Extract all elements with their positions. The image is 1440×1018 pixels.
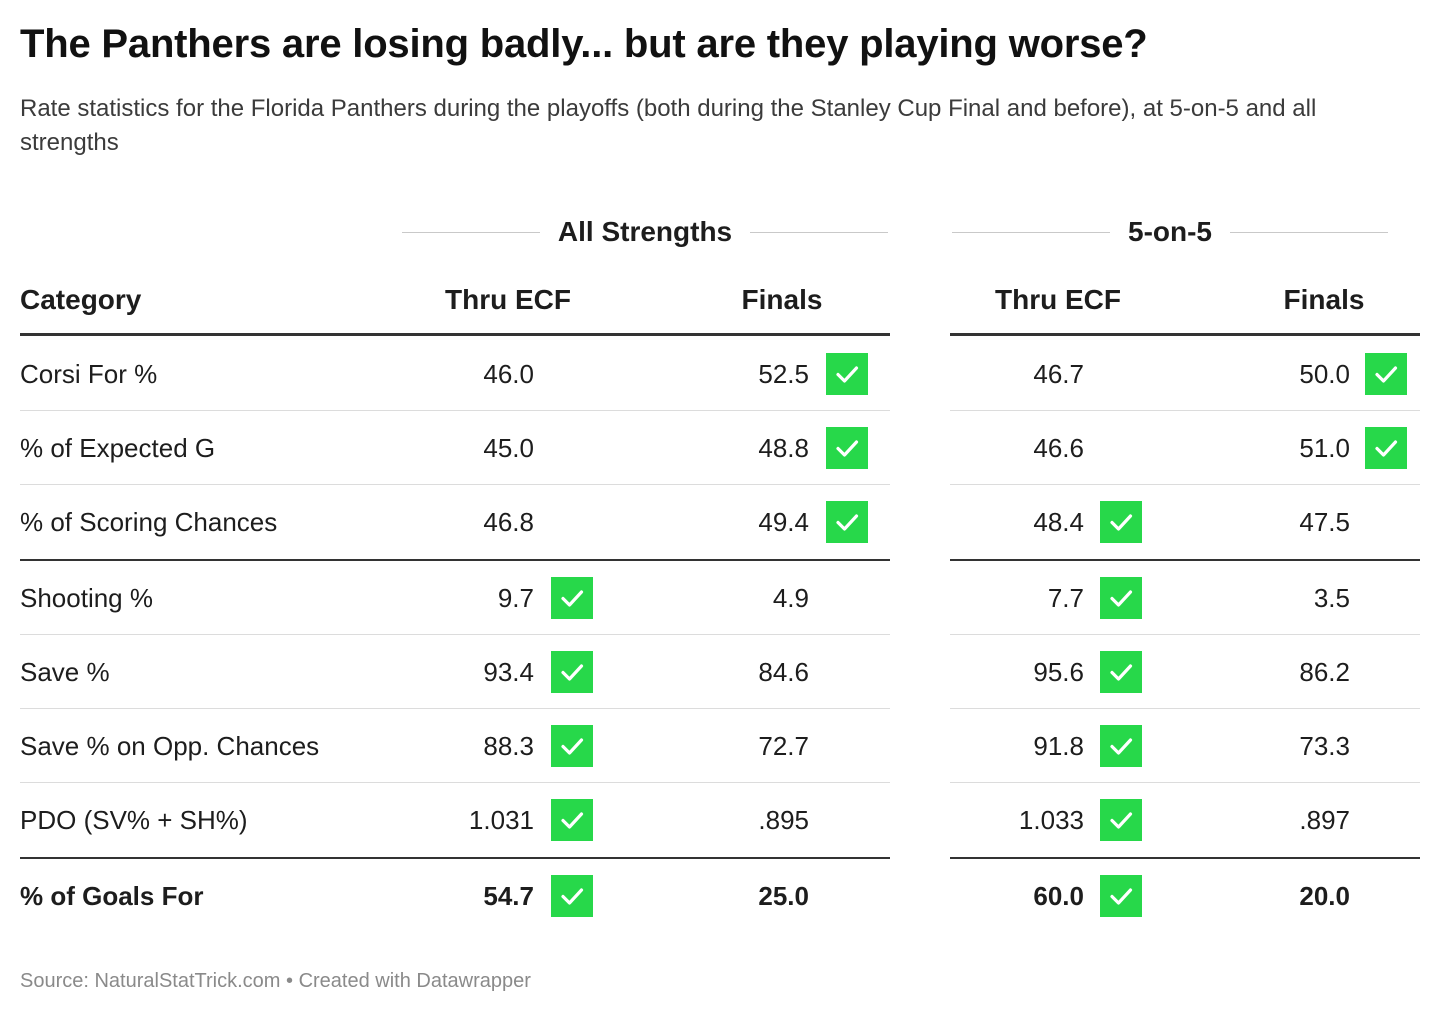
row-divider	[950, 782, 1420, 783]
table-cell-value: 4.9	[772, 583, 809, 613]
check-icon	[1100, 799, 1142, 841]
table-cell-value: 86.2	[1299, 657, 1350, 687]
table-cell-value: 1.031	[468, 805, 534, 835]
column-header-category: Category	[20, 284, 142, 315]
table-cell-value: 91.8	[1033, 731, 1084, 761]
table-cell-value: 25.0	[758, 881, 809, 911]
row-divider	[20, 782, 890, 783]
column-header-thru-ecf-5v5: Thru ECF	[995, 284, 1121, 315]
column-header-finals-all: Finals	[741, 284, 823, 315]
table-cell-value: 60.0	[1033, 881, 1084, 911]
table-cell-value: 72.7	[758, 731, 809, 761]
table-cell-value: 45.0	[483, 433, 534, 463]
table-cell-value: 46.7	[1033, 359, 1084, 389]
group-rule	[1230, 231, 1388, 233]
table-cell-value: 52.5	[758, 359, 809, 389]
row-category: Save %	[20, 657, 110, 687]
table-cell-value: 73.3	[1299, 731, 1350, 761]
check-icon	[826, 501, 868, 543]
table-cell-value: 46.8	[483, 507, 534, 537]
source-note: Source: NaturalStatTrick.com • Created w…	[20, 970, 531, 992]
group-rule	[402, 231, 540, 233]
table-cell-value: 54.7	[483, 881, 534, 911]
check-icon	[826, 427, 868, 469]
group-rule	[952, 231, 1110, 233]
table-cell-value: 95.6	[1033, 657, 1084, 687]
row-category: Save % on Opp. Chances	[20, 731, 320, 761]
group-rule	[750, 231, 889, 233]
table-cell-value: 46.6	[1033, 433, 1084, 463]
table-cell-value: 50.0	[1299, 359, 1350, 389]
table-cell-value: 93.4	[483, 657, 534, 687]
row-divider	[950, 410, 1420, 411]
check-icon	[1365, 353, 1407, 395]
group-title: 5-on-5	[1128, 216, 1212, 247]
table-cell-value: 84.6	[758, 657, 809, 687]
table-cell-value: 1.033	[1018, 805, 1084, 835]
section-rule	[950, 857, 1420, 859]
table-cell-value: 46.0	[483, 359, 534, 389]
header-rule	[950, 333, 1420, 336]
check-icon	[1100, 875, 1142, 917]
table-cell-value: 48.8	[758, 433, 809, 463]
section-rule	[950, 559, 1420, 561]
check-icon	[551, 651, 593, 693]
check-icon	[551, 875, 593, 917]
check-icon	[1365, 427, 1407, 469]
row-divider	[20, 708, 890, 709]
check-icon	[1100, 651, 1142, 693]
chart-subtitle: Rate statistics for the Florida Panthers…	[20, 95, 1317, 156]
row-divider	[950, 484, 1420, 485]
column-header-finals-5v5: Finals	[1283, 284, 1365, 315]
group-header-5on5: 5-on-5	[952, 212, 1388, 252]
row-category: % of Expected G	[20, 433, 216, 463]
row-divider	[20, 484, 890, 485]
check-icon	[826, 353, 868, 395]
check-icon	[1100, 725, 1142, 767]
column-header-thru-ecf-all: Thru ECF	[445, 284, 571, 315]
check-icon	[551, 799, 593, 841]
table-cell-value: 3.5	[1313, 583, 1350, 613]
table-cell-value: 88.3	[483, 731, 534, 761]
group-title: All Strengths	[557, 216, 733, 247]
table-cell-value: 48.4	[1033, 507, 1084, 537]
row-category: Corsi For %	[20, 359, 158, 389]
table-cell-value: 51.0	[1299, 433, 1350, 463]
table-cell-value: .897	[1299, 805, 1350, 835]
chart-title: The Panthers are losing badly... but are…	[20, 22, 1148, 66]
row-divider	[20, 634, 890, 635]
row-category: % of Goals For	[20, 881, 204, 911]
check-icon	[1100, 501, 1142, 543]
row-divider	[950, 634, 1420, 635]
header-rule	[20, 333, 890, 336]
row-category: Shooting %	[20, 583, 153, 613]
row-divider	[950, 708, 1420, 709]
table-cell-value: 49.4	[758, 507, 809, 537]
row-category: PDO (SV% + SH%)	[20, 805, 248, 835]
table-cell-value: 7.7	[1047, 583, 1084, 613]
section-rule	[20, 559, 890, 561]
row-category: % of Scoring Chances	[20, 507, 278, 537]
check-icon	[551, 725, 593, 767]
group-header-all-strengths: All Strengths	[402, 212, 889, 252]
table-cell-value: .895	[758, 805, 809, 835]
check-icon	[551, 577, 593, 619]
table-cell-value: 20.0	[1299, 881, 1350, 911]
check-icon	[1100, 577, 1142, 619]
row-divider	[20, 410, 890, 411]
table-cell-value: 47.5	[1299, 507, 1350, 537]
table-cell-value: 9.7	[497, 583, 534, 613]
section-rule	[20, 857, 890, 859]
